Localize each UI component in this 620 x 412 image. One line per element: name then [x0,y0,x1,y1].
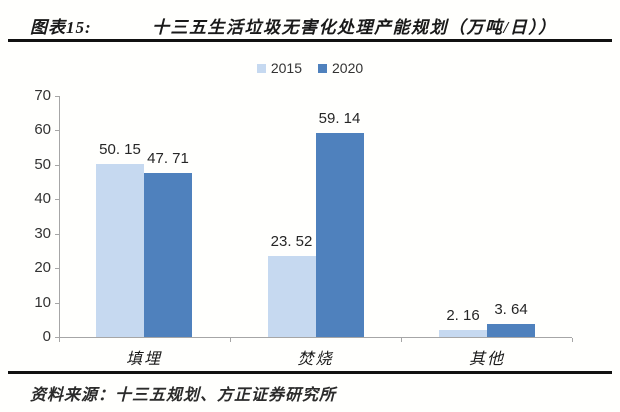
bar-2020-其他 [487,324,535,337]
bar-2020-填埋 [144,172,192,337]
bar-2020-焚烧 [315,133,364,337]
y-axis-tick-label: 50 [34,155,51,173]
y-axis-tick-label: 40 [34,190,51,208]
y-axis-tick [55,302,59,304]
y-axis-tick [55,268,59,270]
category-label-其他: 其他 [468,351,505,368]
bar-value-label-2020-焚烧: 59. 14 [318,110,361,128]
y-axis-tick-label: 20 [34,259,51,277]
y-axis-tick [55,96,59,97]
y-axis-line [59,96,60,337]
x-axis-tick [59,338,60,342]
x-axis-tick [230,338,231,342]
y-axis-tick [55,130,59,132]
chart-legend: 2015 2020 [0,60,620,76]
legend-item-2015: 2015 [256,60,302,76]
bar-2015-填埋 [96,164,144,337]
legend-label-2015: 2015 [270,60,302,76]
figure-number-label: 图表15: [30,18,92,37]
bar-value-label-2015-其他: 2. 16 [446,306,480,324]
bar-value-label-2015-焚烧: 23. 52 [270,233,313,251]
category-label-填埋: 填埋 [125,351,162,368]
footer-divider-rule [8,371,612,374]
y-axis-tick-label: 70 [34,87,51,104]
y-axis-tick [55,233,59,235]
bar-value-label-2020-填埋: 47. 71 [147,149,189,167]
y-axis-tick [55,337,59,338]
title-divider-rule [8,39,612,42]
y-axis-tick-label: 0 [42,328,51,345]
y-axis-tick-label: 60 [34,121,51,139]
legend-swatch-2020 [318,63,327,73]
bar-value-label-2020-其他: 3. 64 [494,301,528,319]
legend-swatch-2015 [256,63,266,73]
data-source-note: 资料来源：十三五规划、方正证券研究所 [30,387,337,404]
x-axis-tick [401,338,402,342]
y-axis-tick-label: 10 [34,293,51,311]
figure-title: 十三五生活垃圾无害化处理产能规划（万吨/日）） [152,18,557,37]
legend-item-2020: 2020 [318,60,363,76]
bar-2015-焚烧 [267,256,316,337]
x-axis-line [59,337,572,338]
bar-2015-其他 [439,329,487,337]
x-axis-tick [572,338,573,342]
legend-label-2020: 2020 [332,60,364,76]
y-axis-tick [55,199,59,201]
bar-value-label-2015-填埋: 50. 15 [99,141,141,159]
y-axis-tick-label: 30 [34,224,51,242]
category-label-焚烧: 焚烧 [297,351,334,368]
y-axis-tick [55,164,59,166]
